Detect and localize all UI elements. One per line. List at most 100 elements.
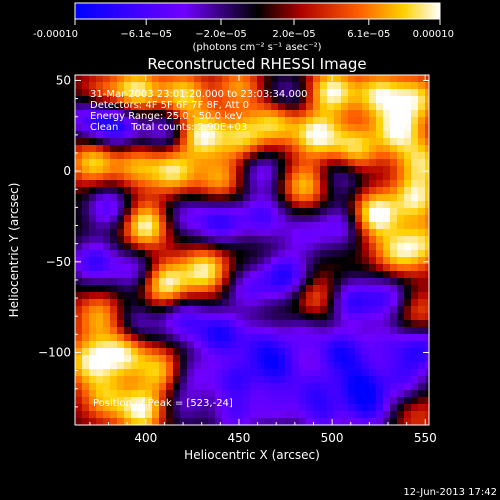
heatmap-cell [117, 397, 125, 405]
heatmap-cell [383, 369, 391, 377]
heatmap-cell [89, 131, 97, 139]
heatmap-cell [278, 327, 286, 335]
heatmap-cell [362, 278, 370, 286]
heatmap-cell [215, 271, 223, 279]
heatmap-cell [383, 173, 391, 181]
heatmap-cell [194, 383, 202, 391]
heatmap-cell [229, 173, 237, 181]
heatmap-cell [285, 271, 293, 279]
heatmap-cell [201, 82, 209, 90]
heatmap-cell [208, 229, 216, 237]
heatmap-cell [327, 110, 335, 118]
heatmap-cell [271, 229, 279, 237]
heatmap-cell [278, 376, 286, 384]
heatmap-cell [327, 257, 335, 265]
heatmap-cell [320, 96, 328, 104]
heatmap-cell [131, 376, 139, 384]
heatmap-cell [348, 320, 356, 328]
heatmap-cell [327, 187, 335, 195]
heatmap-cell [124, 341, 132, 349]
heatmap-cell [355, 222, 363, 230]
heatmap-cell [82, 194, 90, 202]
heatmap-cell [131, 222, 139, 230]
heatmap-cell [376, 285, 384, 293]
colorbar-tick-label: -0.00010 [33, 29, 78, 40]
heatmap-cell [250, 390, 258, 398]
heatmap-cell [208, 117, 216, 125]
heatmap-cell [320, 355, 328, 363]
heatmap-cell [215, 103, 223, 111]
heatmap-cell [215, 327, 223, 335]
heatmap-cell [362, 96, 370, 104]
annotation-energy: Energy Range: 25.0 - 50.0 keV [90, 111, 243, 122]
heatmap-cell [299, 138, 307, 146]
heatmap-cell [152, 411, 160, 419]
heatmap-cell [334, 166, 342, 174]
heatmap-cell [96, 145, 104, 153]
heatmap-cell [313, 194, 321, 202]
heatmap-cell [299, 334, 307, 342]
heatmap-cell [131, 194, 139, 202]
heatmap-cell [138, 89, 146, 97]
heatmap-cell [82, 159, 90, 167]
heatmap-cell [418, 103, 426, 111]
heatmap-cell [348, 166, 356, 174]
heatmap-cell [243, 369, 251, 377]
heatmap-cell [222, 110, 230, 118]
heatmap-cell [404, 369, 412, 377]
heatmap-cell [236, 110, 244, 118]
heatmap-cell [159, 215, 167, 223]
heatmap-cell [362, 271, 370, 279]
heatmap-cell [110, 131, 118, 139]
heatmap-cell [243, 243, 251, 251]
heatmap-cell [222, 278, 230, 286]
heatmap-cell [152, 383, 160, 391]
heatmap-cell [215, 404, 223, 412]
colorbar [74, 2, 441, 20]
heatmap-cell [215, 145, 223, 153]
heatmap-cell [348, 89, 356, 97]
heatmap-cell [327, 215, 335, 223]
heatmap-cell [334, 348, 342, 356]
heatmap-cell [194, 152, 202, 160]
heatmap-cell [278, 229, 286, 237]
heatmap-cell [334, 334, 342, 342]
heatmap-cell [404, 180, 412, 188]
heatmap-cell [250, 110, 258, 118]
heatmap-cell [369, 334, 377, 342]
heatmap-cell [334, 229, 342, 237]
heatmap-cell [397, 110, 405, 118]
heatmap-cell [173, 145, 181, 153]
heatmap-cell [110, 103, 118, 111]
heatmap-cell [257, 355, 265, 363]
heatmap-cell [138, 159, 146, 167]
heatmap-cell [82, 124, 90, 132]
heatmap-cell [355, 110, 363, 118]
heatmap-cell [229, 271, 237, 279]
heatmap-cell [222, 194, 230, 202]
heatmap-cell [103, 236, 111, 244]
heatmap-cell [89, 250, 97, 258]
heatmap-cell [159, 257, 167, 265]
heatmap-cell [82, 320, 90, 328]
heatmap-cell [292, 411, 300, 419]
heatmap-cell [306, 222, 314, 230]
heatmap-cell [250, 376, 258, 384]
heatmap-cell [180, 306, 188, 314]
heatmap-cell [180, 243, 188, 251]
heatmap-cell [313, 411, 321, 419]
heatmap-cell [292, 250, 300, 258]
heatmap-cell [243, 208, 251, 216]
heatmap-cell [124, 236, 132, 244]
heatmap-cell [145, 201, 153, 209]
heatmap-cell [369, 327, 377, 335]
heatmap-cell [383, 124, 391, 132]
heatmap-cell [215, 187, 223, 195]
heatmap-cell [194, 124, 202, 132]
heatmap-cell [124, 194, 132, 202]
heatmap-cell [180, 89, 188, 97]
heatmap-cell [327, 278, 335, 286]
heatmap-cell [124, 229, 132, 237]
heatmap-cell [341, 110, 349, 118]
heatmap-cell [390, 383, 398, 391]
